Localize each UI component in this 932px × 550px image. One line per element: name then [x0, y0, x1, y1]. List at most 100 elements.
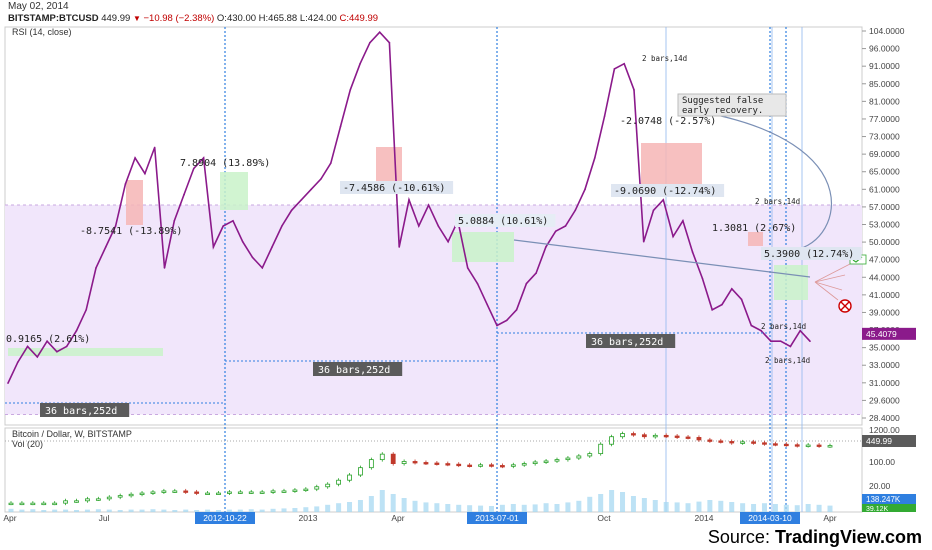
rsi-point: [369, 41, 371, 44]
candle: [729, 441, 735, 444]
rsi-point: [134, 157, 136, 159]
rsi-point: [574, 209, 577, 212]
volume-bar: [248, 509, 254, 512]
rsi-point: [65, 345, 68, 348]
rsi-point: [359, 62, 361, 65]
volume-bar: [718, 500, 724, 512]
candle: [248, 491, 254, 494]
volume-tag: [862, 494, 916, 504]
volume-bar: [510, 504, 516, 512]
rsi-point: [408, 199, 410, 201]
rsi-point: [554, 230, 557, 233]
rsi-point: [476, 282, 479, 285]
volume-bar: [587, 496, 593, 512]
rsi-point: [740, 298, 743, 301]
rsi-point: [398, 246, 401, 248]
rise-measure-box: [452, 232, 514, 262]
candle: [368, 459, 374, 469]
candle: [543, 460, 549, 463]
rsi-point: [281, 225, 283, 227]
rsi-point: [114, 225, 117, 227]
rsi-point: [26, 345, 29, 348]
candle: [587, 453, 593, 457]
rsi-last-value: 45.4079: [866, 329, 897, 339]
rsi-point: [486, 303, 489, 306]
x-axis-label: Apr: [823, 513, 836, 523]
candle: [685, 436, 691, 439]
candle: [521, 463, 527, 466]
volume-tag-label-2: 39.12K: [866, 506, 889, 513]
rsi-point: [760, 329, 762, 332]
volume-bar: [30, 509, 36, 512]
volume-bar: [630, 496, 636, 512]
candle: [161, 490, 167, 493]
rsi-point: [271, 246, 273, 248]
rsi-point: [799, 329, 802, 332]
rsi-point: [36, 356, 39, 358]
price-pane-title: Bitcoin / Dollar, W, BITSTAMP: [12, 429, 132, 439]
range-badge: [313, 362, 403, 376]
rsi-axis-tick-label: 81.0000: [869, 96, 900, 106]
candle: [652, 434, 658, 438]
rsi-axis-tick-label: 41.0000: [869, 290, 900, 300]
curve-arrow: [689, 109, 833, 251]
x-axis-label: Apr: [3, 513, 16, 523]
candle: [106, 496, 112, 500]
candle: [194, 491, 200, 494]
volume-bar: [620, 492, 626, 512]
rsi-axis-tick-label: 29.6000: [869, 395, 900, 405]
rsi-point: [173, 219, 176, 222]
volume-bar: [314, 506, 320, 512]
volume-bar: [215, 510, 221, 512]
volume-bar: [598, 494, 604, 512]
date-marker: [195, 512, 255, 524]
low-value: L:424.00: [299, 13, 337, 24]
rsi-point: [329, 162, 332, 164]
candle: [401, 461, 407, 464]
annotation-bg: [611, 184, 725, 197]
rsi-axis-tick-label: 69.0000: [869, 149, 900, 159]
x-axis-label: 2013-07-01: [475, 513, 519, 523]
rsi-point: [153, 146, 156, 149]
rsi-point: [564, 225, 567, 227]
volume-bar: [729, 502, 735, 512]
volume-bar: [521, 504, 527, 512]
annotation-bg: [761, 247, 862, 260]
rsi-axis-tick-label: 57.0000: [869, 202, 900, 212]
rsi-axis-tick-label: 91.0000: [869, 61, 900, 71]
small-range-label: 2 bars,14d: [755, 197, 800, 206]
x-axis-label: 2012-10-22: [203, 513, 247, 523]
candle: [95, 498, 101, 501]
volume-bar: [281, 508, 287, 512]
volume-bar: [456, 504, 462, 512]
volume-title: Vol (20): [12, 439, 43, 449]
volume-bar: [270, 508, 276, 512]
candle: [117, 495, 123, 498]
candle: [740, 441, 746, 444]
rsi-point: [623, 62, 625, 65]
volume-bar: [95, 509, 101, 512]
price-change: −10.98 (−2.38%): [143, 13, 215, 24]
volume-bar: [117, 510, 123, 512]
rsi-point: [202, 157, 205, 159]
rsi-point: [290, 209, 293, 212]
rsi-point: [672, 235, 674, 238]
range-badge: [40, 403, 130, 417]
volume-bar: [488, 506, 494, 512]
open-value: O:430.00: [216, 13, 257, 24]
volume-bar: [532, 504, 538, 512]
annotation-label: 0.9165 (2.61%): [6, 334, 90, 345]
rsi-point: [584, 188, 586, 191]
x-axis-label: 2014-03-10: [748, 513, 792, 523]
volume-bar: [565, 502, 571, 512]
candle: [216, 492, 221, 495]
candle: [445, 463, 451, 466]
rsi-axis-tick-label: 35.0000: [869, 343, 900, 353]
rsi-point: [241, 240, 244, 243]
candle: [259, 491, 265, 494]
rsi-point: [193, 167, 195, 170]
annotation-label: -2.0748 (-2.57%): [620, 116, 716, 127]
candle: [270, 490, 276, 493]
candle: [478, 464, 483, 467]
